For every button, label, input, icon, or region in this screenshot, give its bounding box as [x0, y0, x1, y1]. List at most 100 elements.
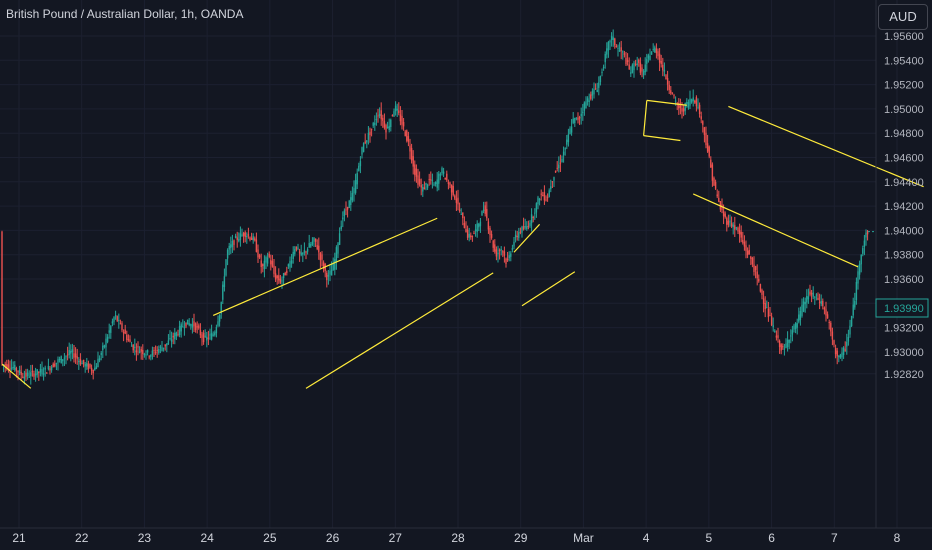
- candle-body: [534, 212, 536, 214]
- pattern-line[interactable]: [513, 223, 541, 253]
- candle-body: [740, 232, 742, 238]
- candle-body: [481, 211, 483, 216]
- candle-body: [34, 373, 37, 376]
- candle-body: [60, 356, 62, 364]
- candle-body: [513, 241, 515, 247]
- pattern-line[interactable]: [643, 100, 648, 136]
- candle-body: [801, 304, 803, 316]
- candle-body: [239, 233, 242, 240]
- candle-body: [604, 54, 606, 63]
- candle-body: [444, 177, 446, 180]
- time-axis[interactable]: 21 22 23 24 25 26 27 28 29 Mar 4 5 6 7 8: [12, 531, 900, 545]
- candle-body: [716, 194, 718, 197]
- candle-body: [297, 247, 299, 249]
- candle-body: [228, 245, 230, 250]
- candle-body: [714, 182, 717, 189]
- pattern-line[interactable]: [692, 193, 859, 268]
- candle-body: [249, 237, 251, 240]
- candle-body: [332, 263, 334, 271]
- candle-body: [303, 250, 306, 253]
- pattern-line[interactable]: [728, 105, 924, 188]
- candle-body: [754, 266, 757, 271]
- candle-body: [425, 183, 427, 185]
- candle-body: [798, 314, 800, 322]
- candle-body: [186, 319, 189, 325]
- candle-body: [650, 52, 653, 55]
- candle-body: [729, 220, 731, 223]
- candle-body: [634, 63, 637, 65]
- pattern-line[interactable]: [521, 271, 576, 307]
- candle-body: [668, 84, 670, 91]
- candle-body: [670, 90, 672, 94]
- candle-body: [207, 337, 210, 339]
- candle-body: [105, 338, 107, 348]
- candle-body: [438, 173, 440, 184]
- candle-body: [750, 256, 752, 259]
- candle-body: [630, 72, 632, 74]
- candle-body: [535, 203, 538, 213]
- candle-body: [818, 301, 821, 303]
- candle-body: [378, 114, 381, 116]
- price-axis[interactable]: 1.928201.930001.932001.934001.936001.938…: [884, 31, 924, 381]
- candle-body: [420, 185, 422, 188]
- candle-body: [734, 225, 736, 230]
- pattern-line[interactable]: [305, 272, 494, 389]
- candle-body: [703, 127, 706, 135]
- candle-body: [137, 346, 139, 348]
- candle-body: [657, 51, 659, 57]
- candle-body: [474, 229, 477, 231]
- candle-body: [506, 258, 509, 261]
- candle-body: [321, 254, 323, 260]
- candle-body: [788, 339, 790, 343]
- currency-button[interactable]: AUD: [878, 4, 928, 30]
- candle-body: [343, 210, 346, 217]
- candle-body: [222, 284, 224, 300]
- pattern-line[interactable]: [643, 135, 681, 142]
- candle-body: [7, 364, 10, 369]
- candle-body: [65, 356, 67, 358]
- candle-body: [583, 102, 586, 111]
- candle-body: [202, 332, 205, 343]
- candle-body: [223, 276, 226, 287]
- pattern-line[interactable]: [1, 363, 32, 389]
- candle-body: [486, 209, 488, 219]
- candle-body: [356, 173, 358, 185]
- candle-body: [236, 237, 238, 240]
- candle-body: [9, 368, 11, 370]
- candle-body: [431, 179, 434, 181]
- candle-body: [46, 372, 48, 374]
- candle-body: [842, 347, 845, 356]
- candle-body: [858, 263, 861, 275]
- candle-body: [822, 300, 824, 307]
- candle-body: [262, 264, 264, 267]
- candle-body: [14, 364, 16, 370]
- candle-body: [574, 118, 576, 124]
- candle-body: [690, 99, 693, 103]
- pattern-line[interactable]: [646, 99, 687, 106]
- pattern-line[interactable]: [212, 217, 438, 317]
- candle-body: [548, 190, 550, 198]
- candle-body: [134, 346, 136, 348]
- candle-body: [702, 121, 704, 125]
- candle-body: [692, 97, 694, 102]
- candle-body: [479, 221, 482, 227]
- candle-body: [516, 236, 518, 238]
- candle-body: [590, 94, 592, 99]
- candle-body: [86, 363, 88, 367]
- candle-body: [334, 259, 336, 270]
- candle-body: [610, 35, 613, 40]
- candle-body: [194, 323, 197, 330]
- candle-body: [620, 47, 622, 51]
- candle-body: [855, 281, 858, 301]
- candle-body: [364, 141, 366, 143]
- candle-body: [231, 241, 234, 247]
- candle-body: [218, 314, 221, 322]
- candle-body: [705, 132, 707, 145]
- candle-body: [311, 241, 314, 245]
- candle-body: [644, 64, 646, 73]
- candle-body: [426, 184, 429, 188]
- candle-body: [81, 363, 83, 365]
- candle-body: [447, 182, 450, 184]
- candle-body: [386, 126, 389, 129]
